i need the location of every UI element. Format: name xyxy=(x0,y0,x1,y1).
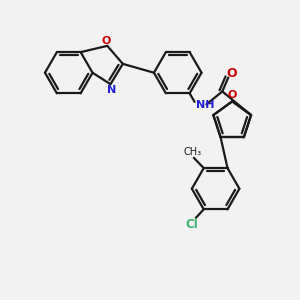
Text: N: N xyxy=(107,85,116,95)
Text: NH: NH xyxy=(196,100,214,110)
Text: O: O xyxy=(102,36,111,46)
Text: O: O xyxy=(226,67,237,80)
Text: O: O xyxy=(227,90,237,100)
Text: CH₃: CH₃ xyxy=(184,147,202,157)
Text: Cl: Cl xyxy=(185,218,198,231)
